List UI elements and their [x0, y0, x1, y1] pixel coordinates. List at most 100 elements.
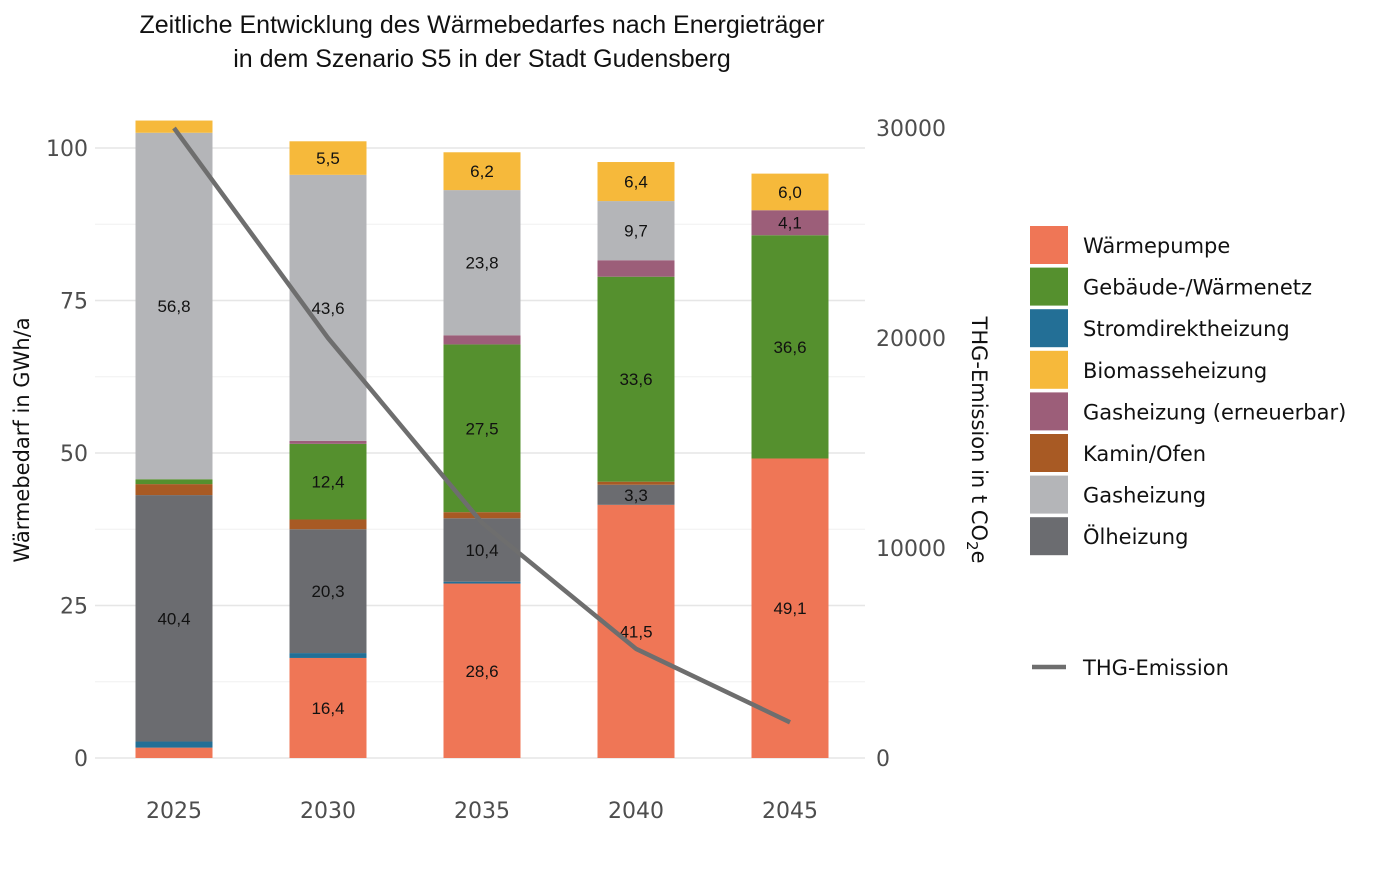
bar-value-label: 41,5 [619, 622, 652, 641]
y2-tick-label: 0 [876, 747, 890, 772]
bar-value-label: 28,6 [465, 662, 498, 681]
bar-segment [443, 152, 521, 191]
bar-value-labels: 40,4 56,8 16,4 20,3 12,4 43,6 5,5 28,6 10,4 27,5 2… [157, 149, 806, 718]
bar-stacks [135, 120, 829, 758]
y2-axis-title: THG-Emission in t CO2e [963, 316, 991, 564]
legend-label: Gebäude-/Wärmenetz [1083, 276, 1312, 300]
bar-value-label: 9,7 [624, 222, 648, 241]
bar-segment [443, 581, 521, 584]
legend-label-line: THG-Emission [1082, 656, 1229, 680]
bar-segment [289, 519, 367, 530]
legend-swatch [1030, 517, 1068, 556]
bar-segment [289, 653, 367, 658]
legend-label: Kamin/Ofen [1083, 442, 1206, 466]
bar-segment [443, 583, 521, 758]
x-tick-label: 2045 [762, 799, 818, 824]
bar-segment [597, 260, 675, 277]
legend-label: Ölheizung [1083, 524, 1188, 549]
legend-label: Stromdirektheizung [1083, 317, 1290, 341]
bar-segment [751, 173, 829, 211]
emission-line-layer [172, 126, 791, 725]
legend-swatch [1030, 434, 1068, 472]
legend-swatch [1030, 267, 1068, 306]
x-tick-label: 2030 [300, 799, 356, 824]
bar-value-label: 33,6 [619, 370, 652, 389]
legend-label: Wärmepumpe [1083, 234, 1230, 258]
bar-segment [135, 132, 213, 480]
y-tick-label: 0 [74, 747, 88, 772]
bar-value-label: 4,1 [778, 214, 802, 233]
x-tick-label: 2040 [608, 799, 664, 824]
bar-value-label: 12,4 [311, 473, 344, 492]
y2-tick-label: 20000 [876, 327, 946, 352]
bar-segment [289, 141, 367, 175]
y-tick-label: 100 [46, 137, 88, 162]
bar-value-label: 43,6 [311, 299, 344, 318]
emission-line [172, 126, 791, 725]
chart-subtitle: in dem Szenario S5 in der Stadt Gudensbe… [233, 45, 731, 73]
bar-value-label: 16,4 [311, 699, 344, 718]
bar-segment [751, 235, 829, 459]
bar-segment [597, 484, 675, 505]
legend-swatch [1030, 350, 1068, 389]
bar-value-label: 10,4 [465, 541, 498, 560]
x-axis-ticks: 2025 2030 2035 2040 2045 [146, 799, 818, 824]
bar-segment [289, 440, 367, 444]
y-tick-label: 25 [60, 595, 88, 620]
y-tick-label: 50 [60, 442, 88, 467]
bar-segment [135, 479, 213, 485]
y2-axis-title-subscript: 2 [963, 541, 981, 551]
bar-segment [135, 747, 213, 758]
y-tick-label: 75 [60, 290, 88, 315]
bar-segment [135, 495, 213, 742]
bar-value-label: 5,5 [316, 149, 340, 168]
bar-segment [289, 443, 367, 520]
bar-value-label: 6,4 [624, 173, 648, 192]
legend-label: Gasheizung [1083, 484, 1206, 508]
chart-title: Zeitliche Entwicklung des Wärmebedarfes … [139, 11, 824, 39]
legend-swatch [1030, 475, 1068, 514]
bar-value-label: 36,6 [773, 338, 806, 357]
bar-segment [135, 120, 213, 133]
bar-segment [443, 190, 521, 336]
y2-axis-title-main: THG-Emission in t CO [967, 316, 991, 542]
bar-segment [597, 481, 675, 485]
bar-segment [751, 210, 829, 236]
bar-segment [289, 174, 367, 441]
bar-segment [443, 518, 521, 582]
bar-value-label: 6,0 [778, 183, 802, 202]
x-tick-label: 2025 [146, 799, 202, 824]
bar-value-label: 49,1 [773, 599, 806, 618]
bar-segment [289, 657, 367, 758]
y2-axis-ticks: 0 10000 20000 30000 [876, 117, 946, 772]
y2-tick-label: 30000 [876, 117, 946, 142]
y2-axis-title-tail: e [967, 551, 991, 564]
bar-value-label: 23,8 [465, 254, 498, 273]
legend-swatch [1030, 309, 1068, 348]
bar-segment [135, 484, 213, 496]
bar-segment [443, 335, 521, 345]
bar-segment [597, 276, 675, 482]
y2-tick-label: 10000 [876, 537, 946, 562]
legend-label: Gasheizung (erneuerbar) [1083, 400, 1346, 424]
bar-segment [597, 201, 675, 261]
y-axis-ticks: 0 25 50 75 100 [46, 137, 88, 772]
bar-value-label: 6,2 [470, 162, 494, 181]
legend: Wärmepumpe Gebäude-/Wärmenetz Stromdirekth… [1030, 226, 1346, 680]
x-tick-label: 2035 [454, 799, 510, 824]
bar-value-label: 3,3 [624, 486, 648, 505]
bar-value-label: 56,8 [157, 297, 190, 316]
legend-swatch [1030, 392, 1068, 431]
bar-segment [597, 504, 675, 758]
bar-segment [443, 344, 521, 513]
bar-value-label: 40,4 [157, 609, 190, 628]
bar-segment [443, 512, 521, 519]
legend-label: Biomasseheizung [1083, 359, 1267, 383]
bar-value-label: 20,3 [311, 582, 344, 601]
bar-segment [135, 741, 213, 748]
legend-swatch [1030, 226, 1068, 264]
y-axis-title: Wärmebedarf in GWh/a [10, 317, 34, 562]
bar-segment [597, 162, 675, 202]
bar-segment [289, 529, 367, 654]
